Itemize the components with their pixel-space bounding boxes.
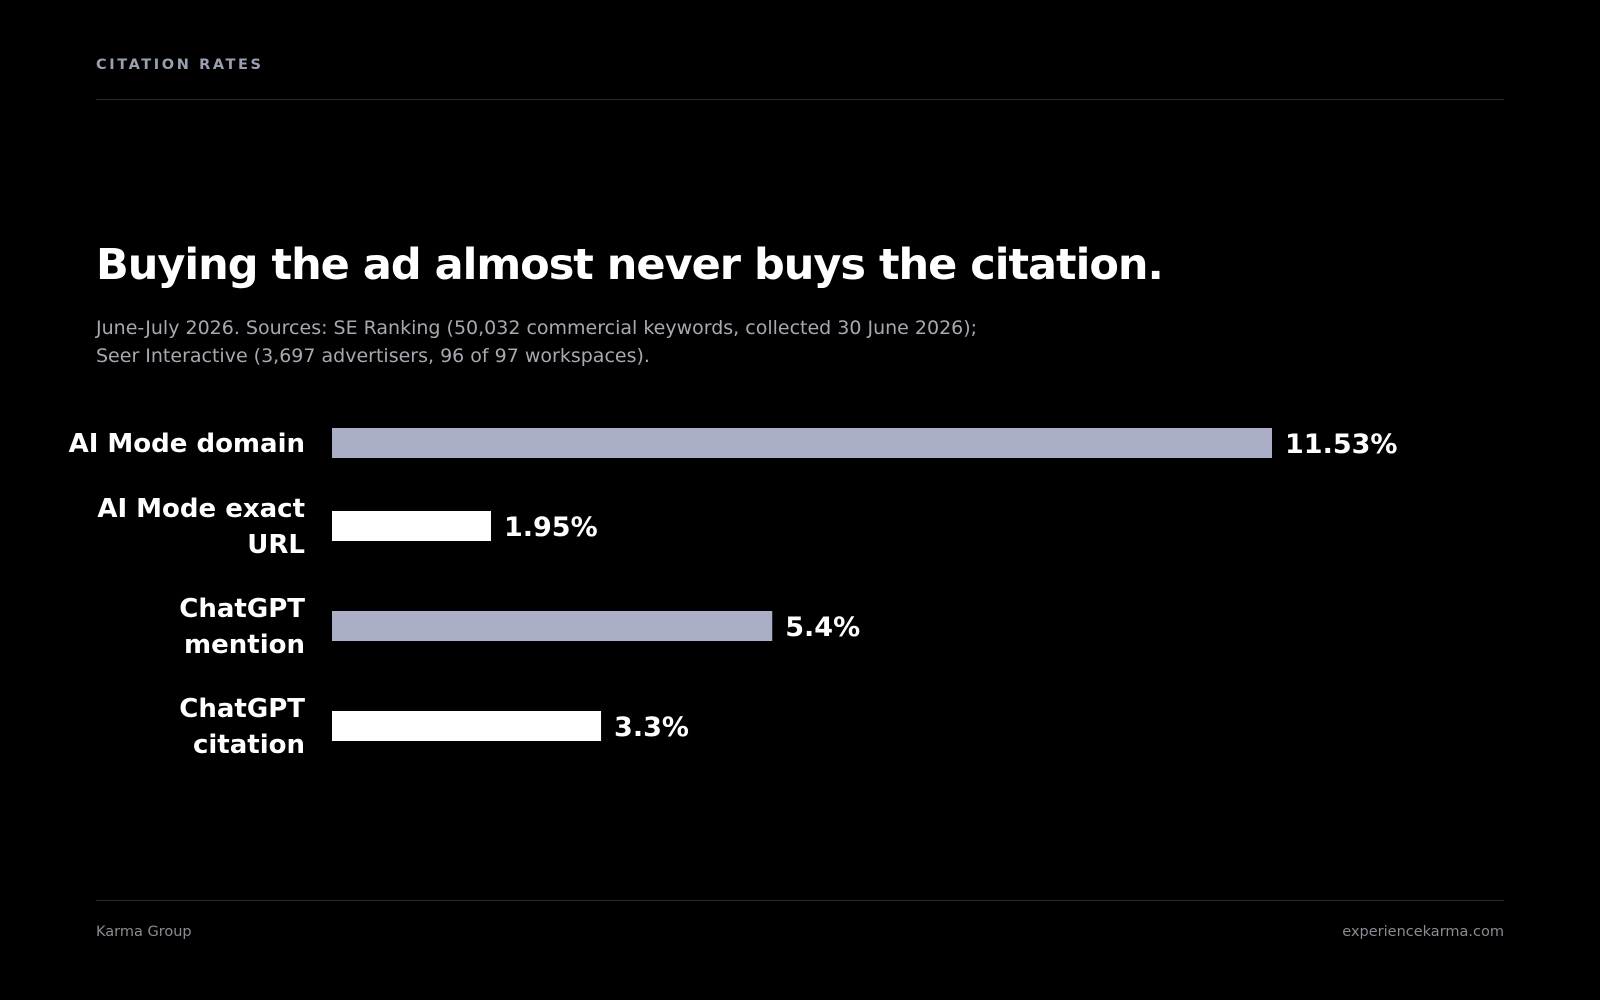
bottom-divider <box>96 900 1504 901</box>
category-label-2: AI Mode exact URL <box>97 494 305 560</box>
value-label-2: 1.95% <box>504 512 598 543</box>
bar-4 <box>332 711 602 741</box>
footer-website[interactable]: experiencekarma.com <box>1342 924 1504 940</box>
category-label-1: AI Mode domain <box>69 429 305 459</box>
value-label-1: 11.53% <box>1285 429 1397 460</box>
category-label-line: mention <box>184 630 305 660</box>
category-label-line: ChatGPT <box>179 694 305 724</box>
section-eyebrow: CITATION RATES <box>96 57 264 73</box>
value-label-3: 5.4% <box>785 612 860 643</box>
value-label-4: 3.3% <box>614 712 689 743</box>
bar-1 <box>332 428 1272 458</box>
bar-2 <box>332 511 491 541</box>
category-label-line: URL <box>247 530 305 560</box>
category-label-line: ChatGPT <box>179 594 305 624</box>
subtitle-line-1: June-July 2026. Sources: SE Ranking (50,… <box>96 317 978 339</box>
category-label-3: ChatGPT mention <box>179 594 305 660</box>
top-divider <box>96 99 1504 100</box>
bar-3 <box>332 611 773 641</box>
footer-brand: Karma Group <box>96 924 192 940</box>
category-label-4: ChatGPT citation <box>179 694 305 760</box>
category-label-line: AI Mode domain <box>69 429 305 459</box>
category-label-line: citation <box>193 730 305 760</box>
chart-headline: Buying the ad almost never buys the cita… <box>96 240 1164 290</box>
chart-subtitle: June-July 2026. Sources: SE Ranking (50,… <box>96 314 1096 370</box>
category-label-line: AI Mode exact <box>97 494 305 524</box>
subtitle-line-2: Seer Interactive (3,697 advertisers, 96 … <box>96 345 650 367</box>
